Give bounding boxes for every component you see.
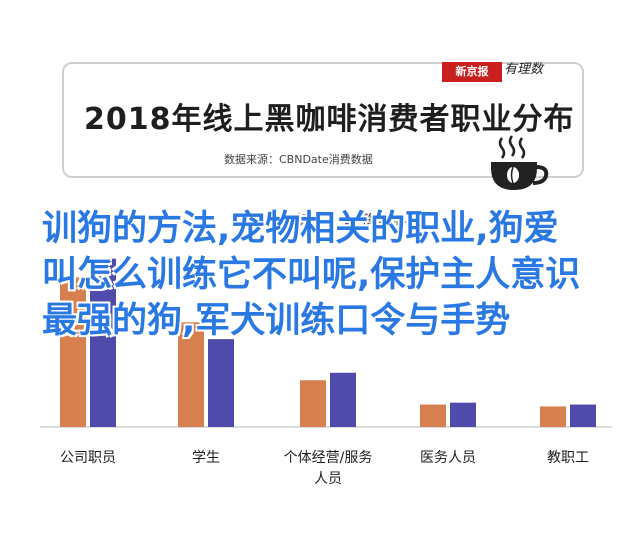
legend-label: 整体咖啡 bbox=[361, 213, 417, 229]
brand-logo-text: 有理数 bbox=[504, 62, 544, 77]
chart-subtitle: 数据来源：CBNDate消费数据 bbox=[224, 153, 373, 166]
coffee-cup-icon bbox=[491, 135, 549, 190]
bar-all-coffee-0 bbox=[90, 258, 116, 427]
overlay-line-2: 叫怎么训练它不叫呢,保护主人意识 bbox=[42, 255, 581, 295]
bar-black-coffee-4 bbox=[540, 406, 566, 427]
legend-swatch-black-coffee bbox=[263, 215, 274, 227]
bar-all-coffee-4 bbox=[570, 404, 596, 427]
chart-title: 2018年线上黑咖啡消费者职业分布 bbox=[84, 102, 575, 137]
bar-all-coffee-1 bbox=[208, 339, 234, 427]
bar-black-coffee-2 bbox=[300, 380, 326, 427]
category-label-3: 医务人员 bbox=[420, 450, 476, 466]
overlay-line-1: 训狗的方法,宠物相关的职业,狗爱 bbox=[42, 209, 559, 249]
category-label-4: 教职工 bbox=[547, 450, 589, 466]
bar-black-coffee-3 bbox=[420, 404, 446, 427]
category-label-2: 人员 bbox=[314, 471, 342, 487]
legend-item-black-coffee: 黑咖啡 bbox=[263, 210, 321, 230]
legend-item-all-coffee: 整体咖啡 bbox=[345, 210, 417, 230]
brand-badge: 新京报 bbox=[442, 62, 502, 82]
legend-label: 黑咖啡 bbox=[279, 213, 321, 229]
bar-all-coffee-3 bbox=[450, 402, 476, 427]
bar-all-coffee-2 bbox=[330, 372, 356, 427]
category-label-0: 公司职员 bbox=[60, 450, 116, 466]
overlay-headline: 训狗的方法,宠物相关的职业,狗爱 叫怎么训练它不叫呢,保护主人意识 最强的狗,军… bbox=[42, 206, 622, 344]
legend-swatch-all-coffee bbox=[345, 215, 356, 227]
category-label-2: 个体经营/服务 bbox=[284, 450, 373, 466]
category-label-1: 学生 bbox=[192, 450, 220, 466]
bar-black-coffee-0 bbox=[60, 277, 86, 427]
bar-black-coffee-1 bbox=[178, 322, 204, 427]
overlay-line-3: 最强的狗,军犬训练口令与手势 bbox=[42, 301, 511, 341]
